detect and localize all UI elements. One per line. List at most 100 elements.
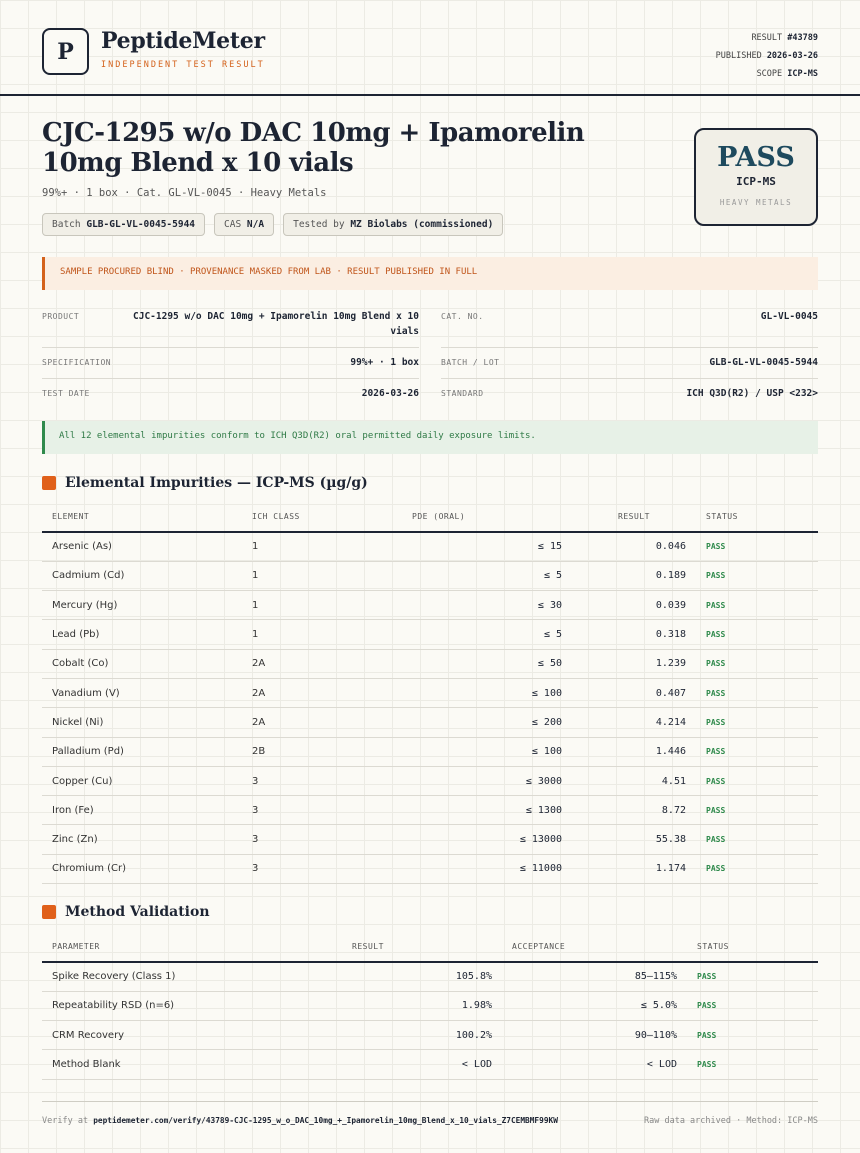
batch-chip-label: Batch (52, 219, 81, 230)
product-title: CJC-1295 w/o DAC 10mg + Ipamorelin 10mg … (42, 118, 585, 178)
brand-name: PeptideMeter (101, 28, 265, 54)
info-catno-label: CAT. NO. (441, 312, 484, 321)
validation-header-row: PARAMETER RESULT ACCEPTANCE STATUS (42, 932, 818, 963)
element-name: Cadmium (Cd) (42, 561, 242, 592)
element-name: Zinc (Zn) (42, 824, 242, 855)
status-badge: PASS (687, 1049, 818, 1080)
validation-result: < LOD (342, 1049, 502, 1080)
col-pde: PDE (ORAL) (402, 502, 572, 533)
parameter-name: Method Blank (42, 1049, 342, 1080)
batch-chip-value: GLB-GL-VL-0045-5944 (86, 219, 196, 230)
brand-tagline: INDEPENDENT TEST RESULT (101, 60, 265, 70)
conformance-banner: All 12 elemental impurities conform to I… (42, 421, 818, 454)
table-row: Mercury (Hg) 1 ≤ 30 0.039 PASS (42, 590, 818, 621)
table-row: Spike Recovery (Class 1) 105.8% 85–115% PAS… (42, 962, 818, 992)
table-row: CRM Recovery 100.2% 90–110% PASS (42, 1020, 818, 1051)
status-badge: PASS (696, 766, 818, 797)
result-value: 1.239 (572, 649, 696, 679)
procurement-notice: SAMPLE PROCURED BLIND · PROVENANCE MASKE… (42, 257, 818, 290)
status-badge: PASS (696, 824, 818, 855)
status-badge: PASS (696, 678, 818, 709)
tested-by-value: MZ Biolabs (commissioned) (350, 219, 494, 230)
element-name: Chromium (Cr) (42, 854, 242, 885)
element-name: Arsenic (As) (42, 532, 242, 562)
stamp-verdict: PASS (717, 142, 795, 173)
pde-limit: ≤ 30 (402, 590, 572, 621)
info-date: TEST DATE 2026-03-26 (42, 379, 419, 410)
validation-result: 100.2% (342, 1020, 502, 1051)
validation-result: 1.98% (342, 991, 502, 1022)
scope-label: SCOPE (756, 69, 783, 79)
report-meta: RESULT #43789 PUBLISHED 2026-03-26 SCOPE… (716, 29, 818, 83)
info-batch: BATCH / LOT GLB-GL-VL-0045-5944 (441, 348, 818, 379)
status-badge: PASS (696, 737, 818, 767)
status-badge: PASS (696, 707, 818, 738)
ich-class: 2A (242, 649, 402, 679)
col-acceptance: ACCEPTANCE (502, 932, 687, 963)
table-row: Palladium (Pd) 2B ≤ 100 1.446 PASS (42, 737, 818, 767)
acceptance-range: ≤ 5.0% (502, 991, 687, 1022)
brand-logo: P (42, 28, 89, 75)
table-row: Cadmium (Cd) 1 ≤ 5 0.189 PASS (42, 561, 818, 592)
impurities-section-header: Elemental Impurities — ICP-MS (µg/g) (42, 475, 368, 491)
result-value: 4.214 (572, 707, 696, 738)
validation-title: Method Validation (65, 904, 210, 920)
ich-class: 3 (242, 766, 402, 797)
result-id: #43789 (787, 33, 818, 43)
parameter-name: CRM Recovery (42, 1020, 342, 1051)
element-name: Mercury (Hg) (42, 590, 242, 621)
element-name: Palladium (Pd) (42, 737, 242, 767)
stamp-category: HEAVY METALS (719, 198, 793, 207)
info-product-value: CJC-1295 w/o DAC 10mg + Ipamorelin 10mg … (133, 311, 419, 337)
info-spec-value: 99%+ · 1 box (350, 357, 419, 368)
pde-limit: ≤ 50 (402, 649, 572, 679)
element-name: Lead (Pb) (42, 619, 242, 650)
table-row: Nickel (Ni) 2A ≤ 200 4.214 PASS (42, 707, 818, 738)
section-marker-icon (42, 476, 56, 490)
col-result: RESULT (572, 502, 696, 533)
pde-limit: ≤ 5 (402, 561, 572, 592)
element-name: Iron (Fe) (42, 795, 242, 826)
info-spec-label: SPECIFICATION (42, 358, 112, 367)
table-row: Copper (Cu) 3 ≤ 3000 4.51 PASS (42, 766, 818, 797)
status-badge: PASS (687, 991, 818, 1022)
info-date-value: 2026-03-26 (361, 388, 419, 399)
info-batch-label: BATCH / LOT (441, 358, 500, 367)
section-marker-icon (42, 905, 56, 919)
col-val-status: STATUS (687, 932, 818, 963)
report-footer: Verify at peptidemeter.com/verify/43789-… (42, 1101, 818, 1153)
table-row: Iron (Fe) 3 ≤ 1300 8.72 PASS (42, 795, 818, 826)
pde-limit: ≤ 15 (402, 532, 572, 562)
status-badge: PASS (696, 532, 818, 562)
status-badge: PASS (696, 561, 818, 592)
acceptance-range: < LOD (502, 1049, 687, 1080)
report-header: P PeptideMeter INDEPENDENT TEST RESULT R… (0, 0, 860, 96)
verify-label: Verify at (42, 1116, 89, 1126)
result-value: 1.174 (572, 854, 696, 885)
info-date-label: TEST DATE (42, 389, 90, 398)
info-standard-value: ICH Q3D(R2) / USP <232> (686, 388, 818, 399)
pde-limit: ≤ 100 (402, 678, 572, 709)
impurities-table: ELEMENT ICH CLASS PDE (ORAL) RESULT STAT… (42, 502, 818, 885)
result-value: 55.38 (572, 824, 696, 855)
pde-limit: ≤ 3000 (402, 766, 572, 797)
status-badge: PASS (687, 1020, 818, 1051)
info-catno: CAT. NO. GL-VL-0045 (441, 300, 818, 348)
verify-link[interactable]: peptidemeter.com/verify/43789-CJC-1295_w… (93, 1116, 558, 1125)
result-value: 0.039 (572, 590, 696, 621)
validation-table: PARAMETER RESULT ACCEPTANCE STATUS Spike… (42, 932, 818, 1080)
batch-chip: Batch GLB-GL-VL-0045-5944 (42, 213, 206, 236)
acceptance-range: 90–110% (502, 1020, 687, 1051)
published-date: 2026-03-26 (766, 51, 818, 61)
result-value: 0.046 (572, 532, 696, 562)
result-value: 0.189 (572, 561, 696, 592)
ich-class: 1 (242, 590, 402, 621)
impurities-title: Elemental Impurities — ICP-MS (µg/g) (65, 475, 368, 491)
pde-limit: ≤ 200 (402, 707, 572, 738)
acceptance-range: 85–115% (502, 962, 687, 992)
info-product: PRODUCT CJC-1295 w/o DAC 10mg + Ipamorel… (42, 300, 419, 348)
table-row: Chromium (Cr) 3 ≤ 11000 1.174 PASS (42, 854, 818, 885)
info-catno-value: GL-VL-0045 (760, 311, 818, 322)
product-chips: Batch GLB-GL-VL-0045-5944 CAS N/A Tested… (42, 213, 504, 236)
pde-limit: ≤ 1300 (402, 795, 572, 826)
